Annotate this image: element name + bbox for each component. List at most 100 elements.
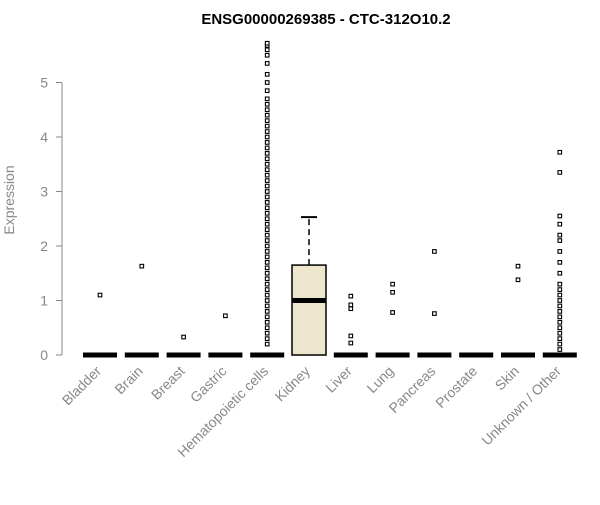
outlier-point — [264, 134, 270, 140]
outlier-point — [264, 216, 270, 222]
y-tick-label: 1 — [40, 293, 48, 309]
category-label: Skin — [492, 363, 523, 394]
outlier-point — [557, 298, 563, 303]
outlier-point — [264, 200, 270, 205]
outlier-point — [264, 172, 270, 178]
y-tick-label: 3 — [40, 184, 48, 200]
outlier-point — [264, 80, 270, 85]
outlier-point — [264, 281, 270, 287]
outlier-point — [264, 118, 270, 123]
outlier-point — [264, 270, 270, 276]
outlier-point — [264, 71, 270, 77]
outlier-point — [264, 183, 270, 189]
outlier-point — [264, 161, 270, 167]
outlier-point — [264, 178, 270, 183]
category-label: Brain — [111, 363, 145, 397]
outlier-point — [264, 140, 270, 145]
axes: 0 1 2 3 4 5 — [40, 75, 63, 363]
outlier-point — [264, 254, 270, 260]
outlier-point — [264, 205, 270, 211]
outlier-point — [557, 309, 563, 314]
category-label: Prostate — [432, 363, 480, 411]
outlier-point — [390, 281, 395, 287]
outlier-point — [264, 336, 270, 342]
outlier-point — [557, 325, 563, 331]
outlier-point — [264, 287, 270, 292]
y-tick-label: 2 — [40, 238, 48, 254]
outlier-point — [264, 40, 270, 46]
y-axis-label: Expression — [1, 165, 17, 234]
outlier-point — [264, 61, 270, 66]
outlier-point — [264, 88, 270, 94]
outlier-point — [264, 298, 270, 303]
outlier-point — [264, 221, 270, 227]
outlier-point — [557, 259, 563, 265]
box-lung — [375, 281, 410, 358]
chart-title: ENSG00000269385 - CTC-312O10.2 — [201, 11, 450, 28]
category-label: Lung — [363, 363, 396, 396]
outlier-point — [264, 232, 270, 238]
outlier-point — [264, 107, 270, 113]
outlier-point — [557, 281, 563, 287]
category-label: Bladder — [59, 363, 105, 409]
outlier-point — [348, 340, 354, 346]
outlier-point — [348, 306, 354, 312]
outlier-point — [264, 123, 270, 129]
box-gastric — [208, 313, 243, 358]
outlier-point — [264, 330, 270, 336]
outlier-point — [557, 213, 563, 219]
box-pancreas — [417, 249, 452, 358]
outlier-point — [557, 292, 563, 298]
outlier-point — [264, 309, 270, 314]
outlier-point — [390, 310, 395, 315]
outlier-point — [264, 341, 270, 347]
box-liver — [333, 293, 368, 358]
category-label: Unknown / Other — [478, 363, 564, 449]
outlier-point — [557, 238, 563, 243]
outlier-point — [264, 129, 270, 134]
outlier-point — [264, 167, 270, 173]
outlier-point — [264, 101, 270, 107]
outlier-point — [557, 336, 563, 342]
outlier-point — [557, 341, 563, 347]
outlier-point — [557, 314, 563, 320]
box-kidney — [291, 216, 327, 356]
outlier-point — [557, 287, 563, 292]
box-bladder — [83, 292, 117, 358]
outlier-point — [348, 302, 354, 308]
outlier-point — [390, 289, 395, 295]
outlier-point — [264, 145, 270, 151]
box-brain — [124, 263, 159, 358]
category-label: Liver — [322, 363, 355, 396]
outlier-point — [264, 314, 270, 320]
outlier-point — [264, 52, 270, 58]
plot-area — [83, 40, 577, 358]
outlier-point — [515, 277, 521, 283]
outlier-point — [515, 263, 521, 269]
outlier-point — [97, 292, 103, 298]
outlier-point — [264, 151, 270, 156]
outlier-point — [557, 232, 563, 238]
outlier-point — [348, 293, 354, 299]
box-unknown-other — [542, 149, 577, 358]
outlier-point — [264, 259, 270, 265]
outlier-point — [348, 333, 354, 339]
outlier-point — [264, 303, 270, 309]
outlier-point — [264, 319, 270, 325]
outlier-point — [264, 194, 270, 200]
outlier-point — [432, 311, 437, 316]
outlier-point — [264, 325, 270, 331]
outlier-point — [557, 330, 563, 336]
outlier-point — [264, 210, 270, 216]
outlier-point — [181, 334, 186, 340]
outlier-point — [557, 249, 563, 254]
box-breast — [166, 334, 201, 358]
outlier-point — [264, 112, 270, 118]
y-tick-label: 5 — [40, 75, 48, 91]
category-label: Kidney — [272, 363, 314, 405]
outlier-point — [223, 313, 228, 319]
box-skin — [501, 263, 535, 358]
outlier-point — [264, 265, 270, 271]
